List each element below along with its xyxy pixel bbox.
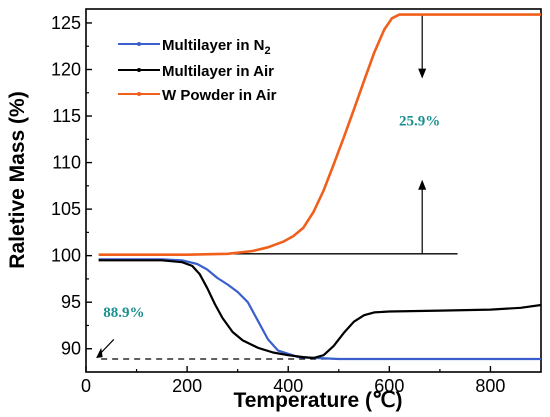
- y-tick-label: 120: [51, 60, 81, 80]
- legend-label-air: Multilayer in Air: [162, 63, 274, 80]
- residual-arrow-head: [96, 347, 103, 359]
- legend: Multilayer in N2 Multilayer in Air W Pow…: [118, 37, 277, 104]
- legend-label-n2: Multilayer in N2: [162, 37, 271, 57]
- y-axis-title: Raletive Mass (%): [6, 91, 29, 268]
- y-tick-label: 110: [52, 153, 81, 173]
- x-tick-label: 600: [374, 376, 404, 396]
- legend-label-w: W Powder in Air: [162, 87, 277, 104]
- series-layer: [98, 13, 542, 361]
- legend-marker-air: [137, 68, 141, 72]
- x-tick-label: 800: [475, 376, 505, 396]
- y-tick-label: 90: [61, 339, 81, 359]
- x-axis-title: Temperature (℃): [233, 389, 402, 412]
- series-line-2: [98, 13, 541, 256]
- y-tick-label: 125: [51, 13, 81, 33]
- y-tick-label: 100: [51, 246, 81, 266]
- legend-marker-w: [137, 92, 141, 96]
- arrow-up-head: [418, 179, 427, 190]
- y-tick-label: 105: [51, 199, 81, 219]
- x-tick-label: 0: [81, 376, 91, 396]
- annotation-mass-gain: 25.9%: [399, 113, 440, 129]
- y-tick-label: 115: [52, 106, 81, 126]
- y-tick-label: 95: [61, 292, 81, 312]
- series-line-0: [98, 258, 541, 361]
- plot-frame: [85, 8, 542, 373]
- series-line-1: [98, 259, 542, 360]
- x-tick-label: 200: [172, 376, 202, 396]
- legend-marker-n2: [137, 42, 141, 46]
- annotation-residual-mass: 88.9%: [103, 305, 144, 321]
- arrow-down-head: [418, 68, 427, 79]
- x-tick-label: 400: [273, 376, 303, 396]
- ticks-layer: 0 200 400 600 800 90 95 100 105 110 115 120 125: [51, 13, 506, 396]
- plot-border: [85, 8, 542, 373]
